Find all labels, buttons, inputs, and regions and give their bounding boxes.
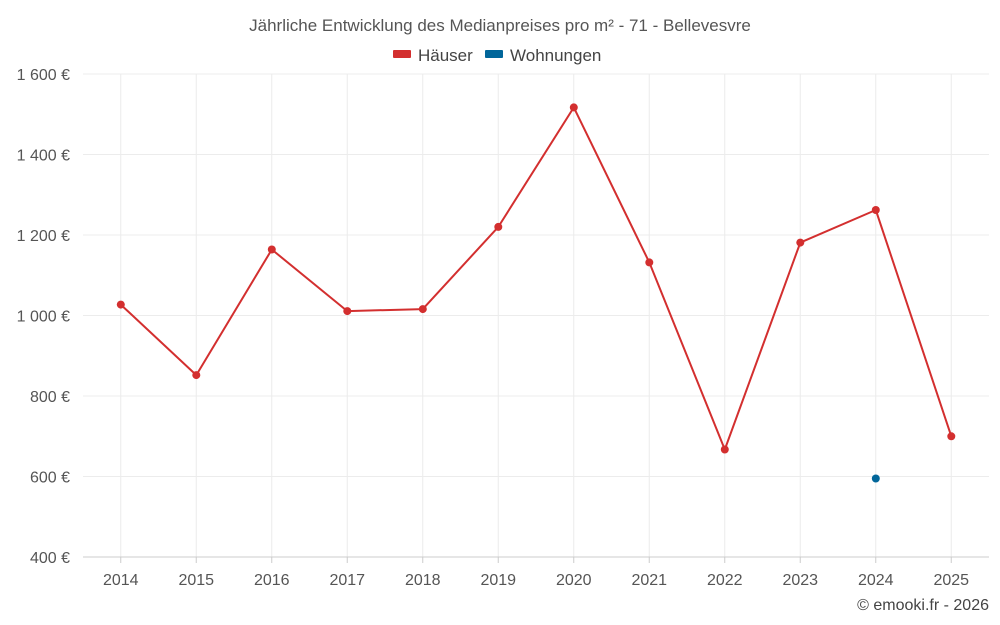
- legend-item-haeuser[interactable]: Häuser: [393, 46, 473, 65]
- legend-label-haeuser: Häuser: [418, 46, 473, 65]
- x-tick-label: 2024: [858, 572, 894, 589]
- y-tick-label: 600 €: [30, 470, 70, 487]
- data-point-haeuser[interactable]: [494, 222, 503, 231]
- data-point-haeuser[interactable]: [116, 300, 125, 309]
- data-point-haeuser[interactable]: [343, 307, 352, 316]
- x-tick-label: 2018: [405, 572, 441, 589]
- data-point-haeuser[interactable]: [947, 432, 956, 441]
- data-point-haeuser[interactable]: [267, 245, 276, 254]
- x-tick-label: 2021: [631, 572, 667, 589]
- y-tick-label: 1 000 €: [17, 309, 70, 326]
- y-tick-label: 1 600 €: [17, 67, 70, 84]
- legend-label-wohnungen: Wohnungen: [510, 46, 601, 65]
- x-tick-label: 2022: [707, 572, 743, 589]
- data-point-haeuser[interactable]: [418, 305, 427, 314]
- data-point-haeuser[interactable]: [871, 206, 880, 214]
- legend: Häuser Wohnungen: [393, 46, 601, 65]
- data-point-wohnungen[interactable]: [871, 474, 880, 483]
- y-tick-label: 1 400 €: [17, 148, 70, 165]
- x-tick-label: 2025: [933, 572, 969, 589]
- x-tick-label: 2019: [480, 572, 516, 589]
- chart-title: Jährliche Entwicklung des Medianpreises …: [249, 16, 751, 35]
- x-tick-label: 2017: [329, 572, 365, 589]
- x-tick-label: 2016: [254, 572, 290, 589]
- data-point-haeuser[interactable]: [569, 103, 578, 112]
- y-tick-label: 800 €: [30, 389, 70, 406]
- axes: 400 € 600 € 800 € 1 000 € 1 200 € 1 400 € 1 60…: [17, 67, 989, 589]
- x-tick-label: 2014: [103, 572, 139, 589]
- copyright-text: © emooki.fr - 2026: [857, 597, 989, 614]
- y-tick-label: 400 €: [30, 550, 70, 567]
- legend-swatch-haeuser: [393, 50, 411, 58]
- x-tick-label: 2023: [782, 572, 818, 589]
- x-tick-label: 2015: [178, 572, 214, 589]
- gridlines: [83, 73, 989, 557]
- series-line-haeuser: [120, 106, 953, 451]
- legend-swatch-wohnungen: [485, 50, 503, 58]
- series-layer: [116, 103, 956, 483]
- data-point-haeuser[interactable]: [645, 258, 654, 267]
- data-point-haeuser[interactable]: [192, 371, 201, 380]
- legend-item-wohnungen[interactable]: Wohnungen: [485, 46, 601, 65]
- x-tick-label: 2020: [556, 572, 592, 589]
- data-point-haeuser[interactable]: [796, 238, 805, 247]
- y-tick-label: 1 200 €: [17, 228, 70, 245]
- data-point-haeuser[interactable]: [720, 445, 729, 454]
